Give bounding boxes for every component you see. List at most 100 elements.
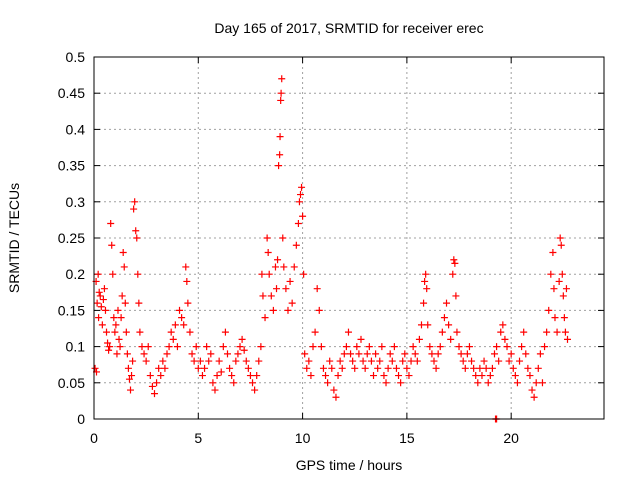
data-point <box>271 263 279 271</box>
data-point <box>328 364 336 372</box>
data-point <box>420 299 428 307</box>
data-point <box>440 314 448 322</box>
data-point <box>221 328 229 336</box>
data-point <box>461 364 469 372</box>
data-point <box>265 270 273 278</box>
data-point <box>132 227 140 235</box>
data-point <box>219 343 227 351</box>
data-point <box>528 386 536 394</box>
data-point <box>113 350 121 358</box>
data-point <box>559 292 567 300</box>
data-point <box>409 343 417 351</box>
data-point <box>190 357 198 365</box>
data-point <box>534 364 542 372</box>
data-point <box>509 364 517 372</box>
data-point <box>277 89 285 97</box>
data-point <box>101 306 109 314</box>
data-point <box>292 241 300 249</box>
data-point <box>98 321 106 329</box>
data-point <box>94 270 102 278</box>
data-point <box>238 335 246 343</box>
data-point <box>413 357 421 365</box>
y-tick-label: 0.5 <box>66 49 86 65</box>
data-point <box>355 350 363 358</box>
data-point <box>452 292 460 300</box>
y-axis-label: SRMTID / TECUs <box>6 183 22 293</box>
data-point <box>344 328 352 336</box>
data-point <box>223 350 231 358</box>
data-point <box>361 364 369 372</box>
x-tick-label: 15 <box>399 430 415 446</box>
chart-title: Day 165 of 2017, SRMTID for receiver ere… <box>214 20 483 36</box>
data-point <box>405 372 413 380</box>
data-point <box>349 357 357 365</box>
data-point <box>315 306 323 314</box>
data-point <box>411 350 419 358</box>
data-point <box>269 306 277 314</box>
data-point <box>336 357 344 365</box>
data-point <box>563 335 571 343</box>
data-point <box>198 372 206 380</box>
data-point <box>380 372 388 380</box>
data-point <box>128 372 136 380</box>
data-point <box>372 350 380 358</box>
data-point <box>205 357 213 365</box>
data-point <box>192 343 200 351</box>
data-point <box>280 263 288 271</box>
data-point <box>116 343 124 351</box>
data-point <box>138 343 146 351</box>
data-point <box>259 292 267 300</box>
data-point <box>451 259 459 267</box>
y-tick-label: 0.05 <box>58 375 85 391</box>
data-point <box>263 234 271 242</box>
data-point <box>303 364 311 372</box>
data-point <box>421 277 429 285</box>
data-point <box>207 350 215 358</box>
data-point <box>430 357 438 365</box>
y-tick-label: 0 <box>77 411 85 427</box>
data-point <box>286 277 294 285</box>
data-point <box>165 343 173 351</box>
data-point <box>334 372 342 380</box>
data-point <box>267 292 275 300</box>
data-point <box>536 350 544 358</box>
data-point <box>276 133 284 141</box>
data-point <box>294 220 302 228</box>
data-point <box>507 350 515 358</box>
data-point <box>127 386 135 394</box>
data-point <box>374 364 382 372</box>
data-point <box>99 296 107 304</box>
data-point <box>438 328 446 336</box>
data-point <box>297 191 305 199</box>
data-point <box>288 299 296 307</box>
data-point <box>432 364 440 372</box>
data-point <box>228 372 236 380</box>
data-point <box>290 263 298 271</box>
y-tick-label: 0.4 <box>66 121 86 137</box>
data-point <box>182 263 190 271</box>
data-point <box>551 314 559 322</box>
data-point <box>142 357 150 365</box>
data-point <box>122 328 130 336</box>
data-point <box>415 335 423 343</box>
data-point <box>390 343 398 351</box>
data-point <box>357 335 365 343</box>
data-point <box>558 270 566 278</box>
data-point <box>428 350 436 358</box>
data-point <box>240 346 248 354</box>
data-point <box>134 270 142 278</box>
data-point <box>311 328 319 336</box>
data-point <box>482 364 490 372</box>
data-point <box>159 357 167 365</box>
data-point <box>474 379 482 387</box>
data-point <box>135 299 143 307</box>
data-point <box>176 306 184 314</box>
data-point <box>545 306 553 314</box>
data-point <box>455 343 463 351</box>
data-point <box>541 343 549 351</box>
data-point <box>399 357 407 365</box>
data-point <box>330 386 338 394</box>
data-point <box>278 75 286 83</box>
data-point <box>155 364 163 372</box>
data-point <box>556 234 564 242</box>
